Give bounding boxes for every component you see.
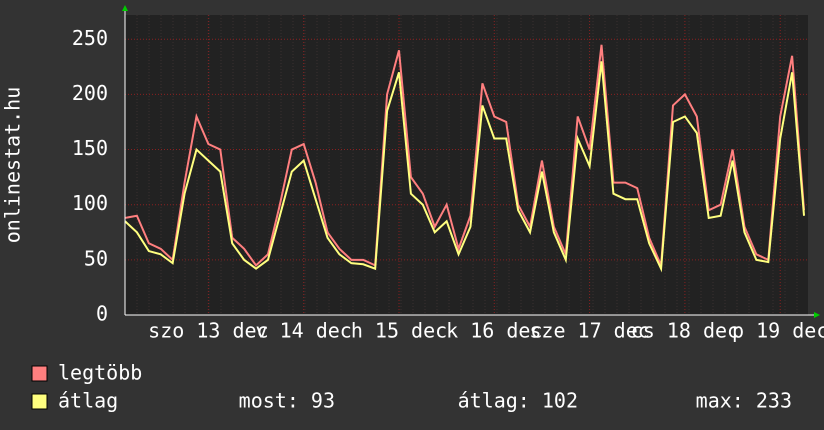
- y-axis-label: onlinestat.hu: [1, 87, 25, 244]
- y-tick-label: 250: [72, 26, 108, 50]
- stat-label: átlag: 102: [458, 389, 578, 413]
- stat-label: max: 233: [696, 389, 792, 413]
- x-tick-label: h 15 dec: [351, 319, 447, 343]
- axis-arrow: [122, 5, 128, 11]
- x-tick-label: sze 17 dec: [529, 319, 649, 343]
- y-tick-label: 150: [72, 136, 108, 160]
- y-tick-label: 50: [84, 246, 108, 270]
- x-tick-label: szo 13 dec: [148, 319, 268, 343]
- y-tick-label: 200: [72, 81, 108, 105]
- line-series: [124, 61, 806, 273]
- y-tick-label: 100: [72, 191, 108, 215]
- x-tick-label: p 19 dec: [732, 319, 824, 343]
- legend-swatch: [31, 393, 48, 410]
- y-tick-label: 0: [96, 302, 108, 326]
- axis-arrow: [814, 312, 820, 318]
- x-tick-label: v 14 dec: [256, 319, 352, 343]
- legend-label: legtöbb: [58, 361, 142, 385]
- legend-swatch: [31, 365, 48, 382]
- x-tick-label: cs 18 dec: [631, 319, 739, 343]
- line-series: [124, 44, 806, 267]
- x-tick-label: k 16 dec: [446, 319, 542, 343]
- legend-label: átlag: [58, 389, 118, 413]
- plot-area: [125, 15, 808, 315]
- stat-label: most: 93: [239, 389, 335, 413]
